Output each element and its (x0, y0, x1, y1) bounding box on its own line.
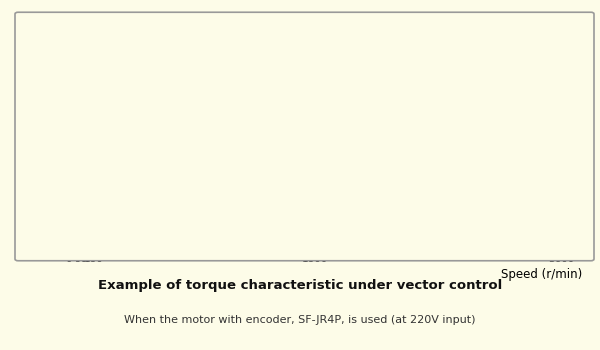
Text: Continuous torque: Continuous torque (97, 111, 210, 121)
X-axis label: Speed (r/min): Speed (r/min) (501, 268, 582, 281)
Text: (5.5K to 500K): (5.5K to 500K) (237, 74, 308, 83)
Text: Maximum torque for short time: Maximum torque for short time (97, 73, 289, 83)
Text: Maximum torque for short time: Maximum torque for short time (97, 28, 289, 38)
Text: Example of torque characteristic under vector control: Example of torque characteristic under v… (98, 279, 502, 292)
Text: When the motor with encoder, SF-JR4P, is used (at 220V input): When the motor with encoder, SF-JR4P, is… (124, 315, 476, 325)
Text: (0.4K to 3.7K): (0.4K to 3.7K) (237, 28, 305, 37)
Y-axis label: Output torque (%) (60Hz reference): Output torque (%) (60Hz reference) (28, 38, 38, 224)
Text: (0.4 to 3.7K): (0.4 to 3.7K) (179, 112, 241, 121)
